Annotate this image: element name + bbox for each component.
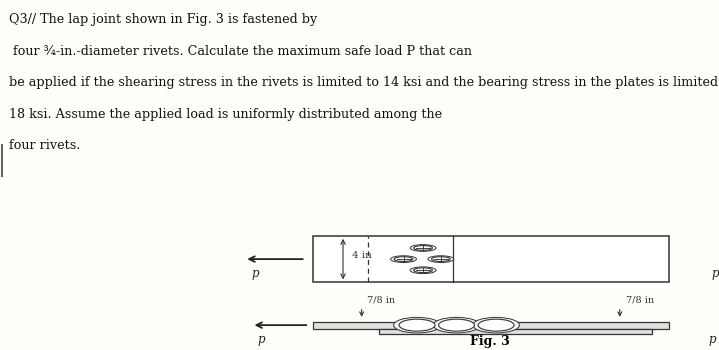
Ellipse shape: [433, 317, 480, 333]
Circle shape: [413, 268, 432, 273]
Text: p: p: [712, 267, 719, 280]
Circle shape: [431, 257, 450, 261]
Text: p: p: [252, 267, 259, 280]
Ellipse shape: [478, 319, 514, 331]
Circle shape: [410, 267, 436, 274]
Text: 4 in: 4 in: [352, 251, 372, 260]
Text: 7/8 in: 7/8 in: [626, 296, 654, 305]
Text: Q3// The lap joint shown in Fig. 3 is fastened by: Q3// The lap joint shown in Fig. 3 is fa…: [9, 13, 318, 26]
Circle shape: [413, 246, 432, 250]
Circle shape: [428, 256, 454, 262]
Circle shape: [394, 257, 413, 261]
Bar: [379, 329, 652, 334]
Ellipse shape: [472, 317, 519, 333]
Text: 18 ksi. Assume the applied load is uniformly distributed among the: 18 ksi. Assume the applied load is unifo…: [9, 107, 442, 121]
Text: 7/8 in: 7/8 in: [367, 296, 395, 305]
Text: p: p: [708, 334, 715, 346]
Ellipse shape: [399, 319, 435, 331]
Text: four ¾-in.-diameter rivets. Calculate the maximum safe load P that can: four ¾-in.-diameter rivets. Calculate th…: [9, 44, 472, 57]
Text: four rivets.: four rivets.: [9, 139, 81, 152]
Ellipse shape: [439, 319, 475, 331]
Ellipse shape: [393, 317, 440, 333]
Bar: [313, 322, 669, 329]
Text: p: p: [257, 334, 265, 346]
Text: be applied if the shearing stress in the rivets is limited to 14 ksi and the bea: be applied if the shearing stress in the…: [9, 76, 719, 89]
Bar: [313, 236, 669, 282]
Text: Fig. 3: Fig. 3: [470, 335, 510, 348]
Circle shape: [390, 256, 416, 262]
Circle shape: [410, 245, 436, 251]
